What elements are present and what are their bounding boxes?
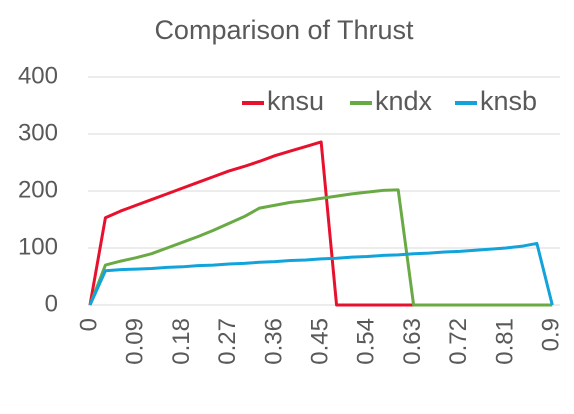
x-tick-label: 0.18: [168, 318, 195, 365]
y-tick-label: 300: [18, 119, 58, 146]
chart-title: Comparison of Thrust: [154, 15, 414, 45]
series-line: [88, 241, 554, 306]
legend-label: kndx: [375, 86, 433, 116]
x-tick-label: 0.54: [353, 318, 380, 365]
x-tick-label: 0.81: [491, 318, 518, 365]
legend-label: knsu: [267, 86, 324, 116]
legend-label: knsb: [480, 86, 537, 116]
x-tick-label: 0: [75, 318, 102, 331]
y-tick-label: 400: [18, 62, 58, 89]
x-tick-label: 0.63: [399, 318, 426, 365]
y-tick-label: 100: [18, 233, 58, 260]
x-tick-label: 0.9: [538, 318, 565, 351]
y-tick-label: 200: [18, 176, 58, 203]
series-line: [88, 188, 553, 307]
y-tick-label: 0: [45, 290, 58, 317]
x-tick-label: 0.36: [260, 318, 287, 365]
x-tick-label: 0.45: [306, 318, 333, 365]
series-line: [88, 140, 414, 307]
x-tick-label: 0.09: [122, 318, 149, 365]
x-tick-label: 0.72: [445, 318, 472, 365]
x-tick-label: 0.27: [214, 318, 241, 365]
